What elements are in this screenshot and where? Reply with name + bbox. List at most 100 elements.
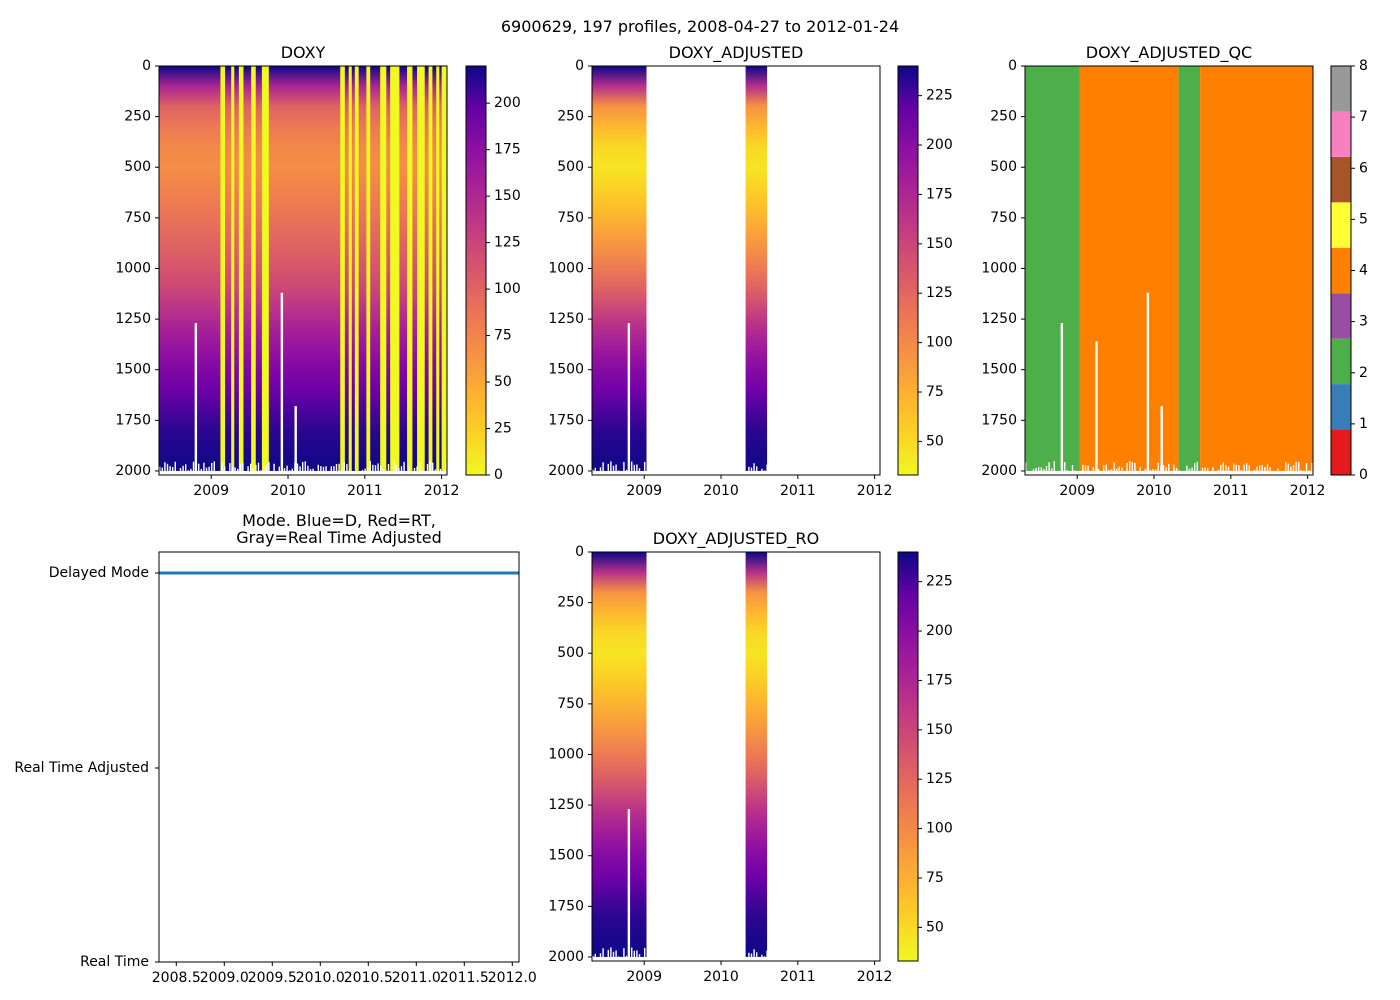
profile-bottom-gap <box>745 472 747 475</box>
x-tick-label: 2011.0 <box>392 970 441 986</box>
colorbar-tick-label: 25 <box>494 421 512 437</box>
profile-bottom-gap <box>602 948 604 961</box>
colorbar <box>898 66 918 475</box>
profile-bottom-gap <box>602 462 604 475</box>
low-value-band <box>390 66 400 471</box>
profile-bottom-gap <box>1201 467 1204 475</box>
profile-bottom-gap <box>348 470 351 475</box>
panel-title: DOXY_ADJUSTED_QC <box>1086 43 1252 63</box>
colorbar-tick-label: 125 <box>494 235 521 251</box>
low-value-band <box>354 66 359 471</box>
y-tick-label: 1500 <box>981 362 1017 378</box>
y-category-label: Real Time Adjusted <box>14 760 149 776</box>
y-tick-label: 1250 <box>115 311 151 327</box>
profile-bottom-gap <box>1071 465 1074 475</box>
profile-bottom-gap <box>1110 469 1113 475</box>
profile-bottom-gap <box>641 472 643 475</box>
profile-bottom-gap <box>1113 462 1115 475</box>
profile-gap <box>1160 406 1163 471</box>
profile-bottom-gap <box>1240 469 1243 475</box>
profile-bottom-gap <box>1165 467 1167 475</box>
profile-bottom-gap <box>369 461 371 475</box>
x-tick-label: 2009 <box>193 483 229 499</box>
profile-bottom-gap <box>174 461 176 475</box>
profile-bottom-gap <box>1100 470 1102 475</box>
profile-bottom-gap <box>618 956 620 961</box>
low-value-band <box>428 66 433 471</box>
profile-bottom-gap <box>166 463 169 475</box>
profile-bottom-gap <box>599 467 602 475</box>
qc-colorbar-swatch <box>1331 384 1351 430</box>
profile-bottom-gap <box>748 466 750 475</box>
profile-bottom-gap <box>625 955 628 961</box>
profile-bottom-gap <box>1032 469 1035 475</box>
y-tick-label: 500 <box>990 159 1017 175</box>
profile-bottom-gap <box>1178 470 1180 475</box>
low-value-band <box>380 66 387 471</box>
profile-bottom-gap <box>1186 465 1188 475</box>
profile-bottom-gap <box>1048 462 1050 475</box>
profile-bottom-gap <box>361 469 364 475</box>
profile-bottom-gap <box>1168 463 1170 475</box>
qc-segment <box>1178 66 1201 471</box>
profile-bottom-gap <box>1311 463 1313 475</box>
profile-bottom-gap <box>1045 466 1048 475</box>
low-value-band <box>340 66 345 471</box>
profile-bottom-gap <box>213 461 215 475</box>
profile-bottom-gap <box>1274 472 1276 475</box>
profile-bottom-gap <box>1175 468 1178 475</box>
colorbar-tick-label: 175 <box>494 142 521 158</box>
x-tick-label: 2012 <box>857 483 893 499</box>
profile-bottom-gap <box>255 464 257 475</box>
profile-bottom-gap <box>1162 464 1165 475</box>
heatmap-segment <box>745 552 768 957</box>
profile-bottom-gap <box>1123 472 1126 475</box>
y-tick-label: 1750 <box>548 412 584 428</box>
profile-bottom-gap <box>1170 471 1172 475</box>
profile-bottom-gap <box>177 471 179 475</box>
qc-colorbar-swatch <box>1331 202 1351 248</box>
profile-bottom-gap <box>1269 467 1271 475</box>
colorbar-tick-label: 100 <box>926 821 953 837</box>
profile-bottom-gap <box>307 465 309 475</box>
profile-bottom-gap <box>317 464 319 475</box>
profile-bottom-gap <box>296 463 299 475</box>
profile-bottom-gap <box>192 461 195 475</box>
profile-gap <box>1095 341 1098 471</box>
profile-bottom-gap <box>1051 468 1053 475</box>
profile-bottom-gap <box>252 467 254 475</box>
profile-bottom-gap <box>628 469 630 475</box>
profile-bottom-gap <box>623 948 625 961</box>
x-tick-label: 2011 <box>780 969 816 985</box>
profile-bottom-gap <box>218 472 221 475</box>
low-value-band <box>231 66 235 471</box>
profile-bottom-gap <box>620 471 622 475</box>
y-tick-label: 1500 <box>548 848 584 864</box>
profile-bottom-gap <box>354 472 356 475</box>
low-value-band <box>220 66 226 471</box>
profile-bottom-gap <box>1204 467 1206 475</box>
profile-bottom-gap <box>1058 471 1061 475</box>
profile-bottom-gap <box>187 470 189 475</box>
colorbar-tick-label: 225 <box>926 88 953 104</box>
profile-bottom-gap <box>615 950 617 961</box>
heatmap-segment <box>592 552 647 957</box>
profile-bottom-gap <box>1077 472 1079 475</box>
y-tick-label: 1750 <box>981 412 1017 428</box>
profile-bottom-gap <box>1235 464 1237 475</box>
profile-bottom-gap <box>426 464 429 475</box>
axes-frame <box>591 65 881 476</box>
profile-bottom-gap <box>432 462 434 475</box>
x-tick-label: 2009.5 <box>248 970 297 986</box>
y-tick-label: 500 <box>557 645 584 661</box>
profile-bottom-gap <box>395 465 397 475</box>
profile-bottom-gap <box>1043 469 1045 475</box>
profile-bottom-gap <box>633 950 635 961</box>
chart-doxy-adjusted: DOXY_ADJUSTED 2009 2010 2011 2012 0 250 500 750 1… <box>548 43 952 499</box>
colorbar-frame <box>465 65 487 476</box>
colorbar-tick-label: 175 <box>926 672 953 688</box>
profile-bottom-gap <box>753 463 755 475</box>
profile-bottom-gap <box>1090 470 1092 475</box>
profile-bottom-gap <box>753 949 755 961</box>
